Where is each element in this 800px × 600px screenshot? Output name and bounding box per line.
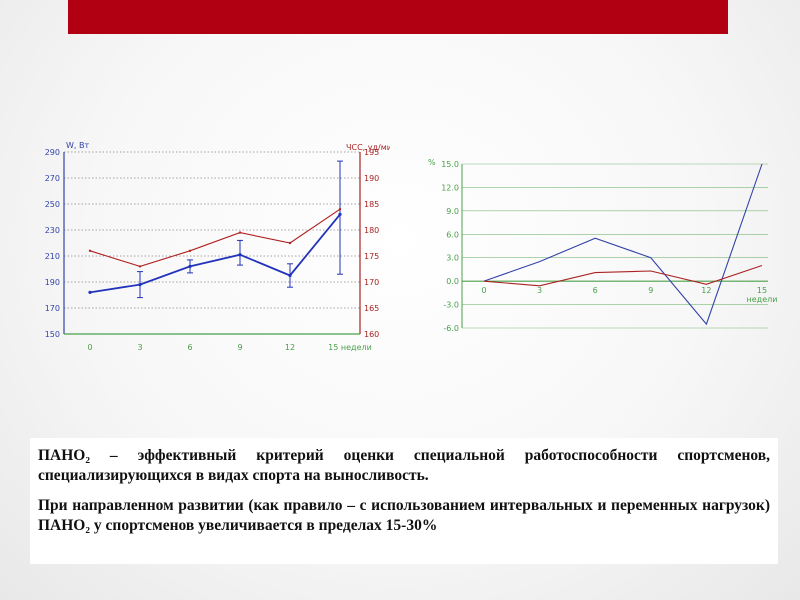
x-tick-label: 0 xyxy=(481,286,486,295)
x-tick-label: 6 xyxy=(187,343,192,352)
right-tick-label: 175 xyxy=(364,252,379,261)
left-tick-label: 150 xyxy=(45,330,60,339)
x-tick-label: 9 xyxy=(648,286,653,295)
x-tick-label: 3 xyxy=(137,343,142,352)
x-tick-label: 3 xyxy=(537,286,542,295)
right-tick-label: 170 xyxy=(364,278,379,287)
left-tick-label: 210 xyxy=(45,252,60,261)
data-point xyxy=(288,241,292,245)
series-line-heart-rate xyxy=(89,208,341,267)
x-tick-label: 6 xyxy=(593,286,598,295)
left-tick-label: 270 xyxy=(45,174,60,183)
right-tick-label: 160 xyxy=(364,330,379,339)
x-tick-label: 9 xyxy=(237,343,242,352)
right-tick-label: 180 xyxy=(364,226,379,235)
text-block: ПАНО₂ – эффективный критерий оценки спец… xyxy=(30,438,778,564)
y-tick-label: 15.0 xyxy=(441,160,459,169)
chart-power-heart-rate: 150 170 190 210 230 250 270 290 160 165 170 175 180 1… xyxy=(45,141,390,352)
data-point xyxy=(238,231,242,234)
y-tick-label: 6.0 xyxy=(446,230,459,239)
y-tick-label: -6.0 xyxy=(443,324,459,333)
x-tick-label: 12 xyxy=(701,286,711,295)
data-point xyxy=(238,253,242,257)
x-axis-label: недели xyxy=(747,295,778,304)
data-point xyxy=(188,264,192,268)
chart-percent-change: -6.0 -3.0 0.0 3.0 6.0 9.0 12.0 15.0% 0 3 6 9 12 15нед… xyxy=(428,158,778,333)
left-tick-label: 250 xyxy=(45,200,60,209)
x-tick-label: 0 xyxy=(87,343,92,352)
left-tick-label: 190 xyxy=(45,278,60,287)
left-tick-label: 290 xyxy=(45,148,60,157)
data-point xyxy=(288,273,292,278)
data-point xyxy=(338,212,342,216)
right-tick-label: 195 xyxy=(364,148,379,157)
paragraph-1: ПАНО₂ – эффективный критерий оценки спец… xyxy=(38,447,770,484)
y-tick-label: 0.0 xyxy=(446,277,459,286)
header-banner xyxy=(68,0,728,34)
series-line-power xyxy=(89,213,341,294)
data-point xyxy=(338,208,342,211)
right-axis-label: ЧСС, уд/мин xyxy=(346,143,390,152)
data-point xyxy=(138,283,142,287)
data-point xyxy=(88,249,92,252)
data-point xyxy=(188,249,192,252)
series-line-2 xyxy=(483,265,763,287)
y-axis-label: % xyxy=(428,158,436,167)
right-tick-label: 190 xyxy=(364,174,379,183)
x-tick-label: 15 недели xyxy=(328,343,372,352)
series-line-1 xyxy=(483,163,763,326)
y-tick-label: 3.0 xyxy=(446,254,459,263)
left-tick-label: 170 xyxy=(45,304,60,313)
paragraph-2: При направленном развитии (как правило –… xyxy=(38,497,770,534)
x-tick-label: 12 xyxy=(285,343,295,352)
left-axis-label: W, Вт xyxy=(66,141,89,150)
data-point xyxy=(138,265,142,268)
left-tick-label: 230 xyxy=(45,226,60,235)
y-tick-label: 12.0 xyxy=(441,183,459,192)
right-tick-label: 185 xyxy=(364,200,379,209)
y-tick-label: 9.0 xyxy=(446,207,459,216)
y-tick-label: -3.0 xyxy=(443,301,459,310)
data-point xyxy=(88,290,92,294)
right-tick-label: 165 xyxy=(364,304,379,313)
x-tick-label: 15 xyxy=(757,286,767,295)
